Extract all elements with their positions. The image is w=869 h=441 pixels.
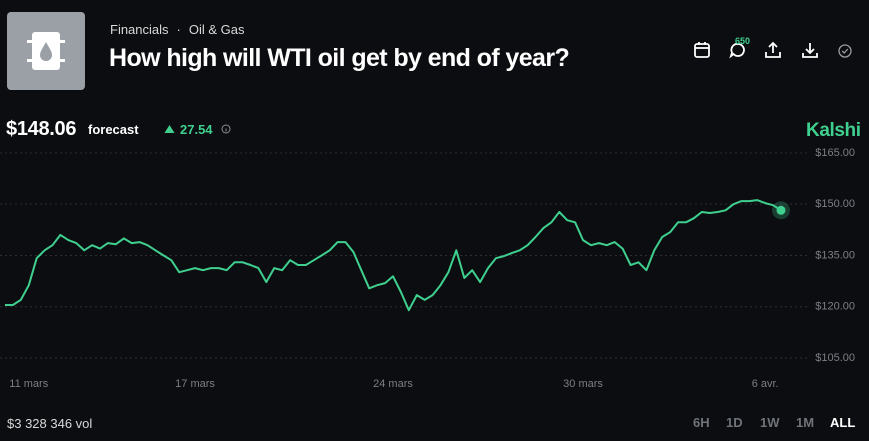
volume: $3 328 346 vol [7, 416, 93, 431]
x-tick-label: 24 mars [373, 378, 413, 390]
range-button[interactable]: 1D [726, 415, 743, 430]
download-icon[interactable] [800, 40, 820, 60]
market-image [7, 12, 85, 90]
range-button[interactable]: ALL [830, 415, 856, 430]
category[interactable]: Financials [110, 22, 169, 37]
brand: Kalshi [806, 120, 861, 141]
calendar-icon[interactable] [692, 40, 712, 60]
change-value: 27.54 [180, 122, 213, 137]
last-point [776, 205, 786, 215]
subcategory[interactable]: Oil & Gas [188, 22, 245, 37]
comment-count: 650 [735, 36, 751, 46]
x-tick-label: 30 mars [563, 378, 603, 390]
resolve-icon[interactable] [837, 43, 853, 59]
y-tick-label: $105.00 [815, 352, 855, 364]
y-tick-label: $165.00 [815, 147, 855, 159]
comments-icon[interactable] [728, 40, 748, 60]
x-tick-label: 6 avr. [752, 378, 779, 390]
y-tick-label: $150.00 [815, 198, 855, 210]
range-button[interactable]: 1W [760, 415, 780, 430]
forecast-label: forecast [88, 122, 139, 137]
breadcrumb: Financials · Oil & Gas [110, 22, 245, 37]
x-tick-label: 11 mars [9, 378, 48, 390]
y-tick-label: $120.00 [815, 301, 855, 313]
price-line [5, 199, 782, 312]
up-arrow [164, 125, 175, 133]
range-button[interactable]: 1M [796, 415, 815, 430]
share-icon[interactable] [763, 40, 783, 60]
info-icon[interactable] [221, 124, 231, 134]
range-button[interactable]: 6H [693, 415, 710, 430]
y-tick-label: $135.00 [815, 249, 855, 261]
x-tick-label: 17 mars [175, 378, 215, 390]
forecast-price: $148.06 [6, 118, 77, 140]
market-title: How high will WTI oil get by end of year… [109, 44, 570, 72]
barrel-icon [27, 32, 65, 70]
price-change: 27.54 [164, 122, 231, 137]
chart: $105.00 $120.00 $135.00 $150.00 $165.00 11 ma… [0, 147, 855, 390]
